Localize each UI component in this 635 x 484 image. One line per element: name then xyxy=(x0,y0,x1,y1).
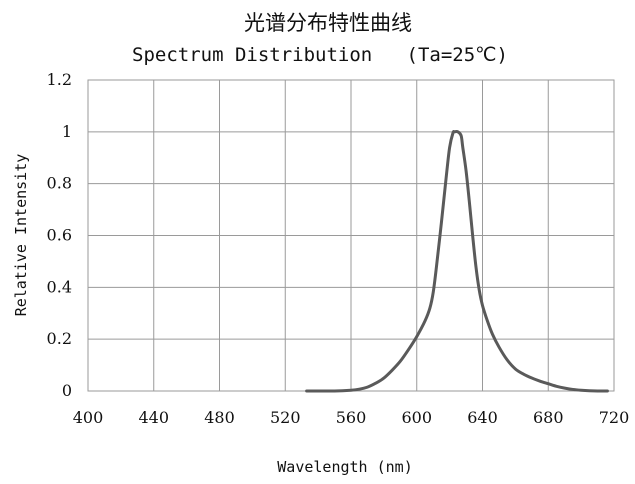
x-tick-label: 440 xyxy=(138,408,169,427)
y-tick-label: 0.8 xyxy=(47,174,72,193)
y-tick-label: 0 xyxy=(62,381,72,400)
series-group xyxy=(305,129,609,393)
x-tick-label: 680 xyxy=(533,408,564,427)
y-axis-label: Relative Intensity xyxy=(12,154,30,317)
x-tick-label: 720 xyxy=(599,408,630,427)
series-line-0 xyxy=(305,129,609,393)
x-axis-label: Wavelength (nm) xyxy=(277,458,412,476)
y-tick-label: 1 xyxy=(62,122,72,141)
grid-lines xyxy=(87,79,615,392)
y-tick-label: 1.2 xyxy=(47,70,72,89)
x-tick-labels: 400 440 480 520 560 600 640 680 720 xyxy=(73,408,630,427)
y-tick-label: 0.2 xyxy=(47,329,72,348)
x-tick-label: 400 xyxy=(73,408,104,427)
y-tick-label: 0.4 xyxy=(47,277,72,296)
chart-subtitle: Spectrum Distribution (Ta=25℃) xyxy=(132,44,508,66)
y-tick-label: 0.6 xyxy=(47,226,72,245)
y-tick-labels: 0 0.2 0.4 0.6 0.8 1 1.2 xyxy=(47,70,72,400)
x-tick-label: 600 xyxy=(401,408,432,427)
x-tick-label: 560 xyxy=(336,408,367,427)
x-tick-label: 520 xyxy=(270,408,301,427)
x-tick-label: 480 xyxy=(204,408,235,427)
x-tick-label: 640 xyxy=(467,408,498,427)
chart-title: 光谱分布特性曲线 xyxy=(244,11,412,35)
